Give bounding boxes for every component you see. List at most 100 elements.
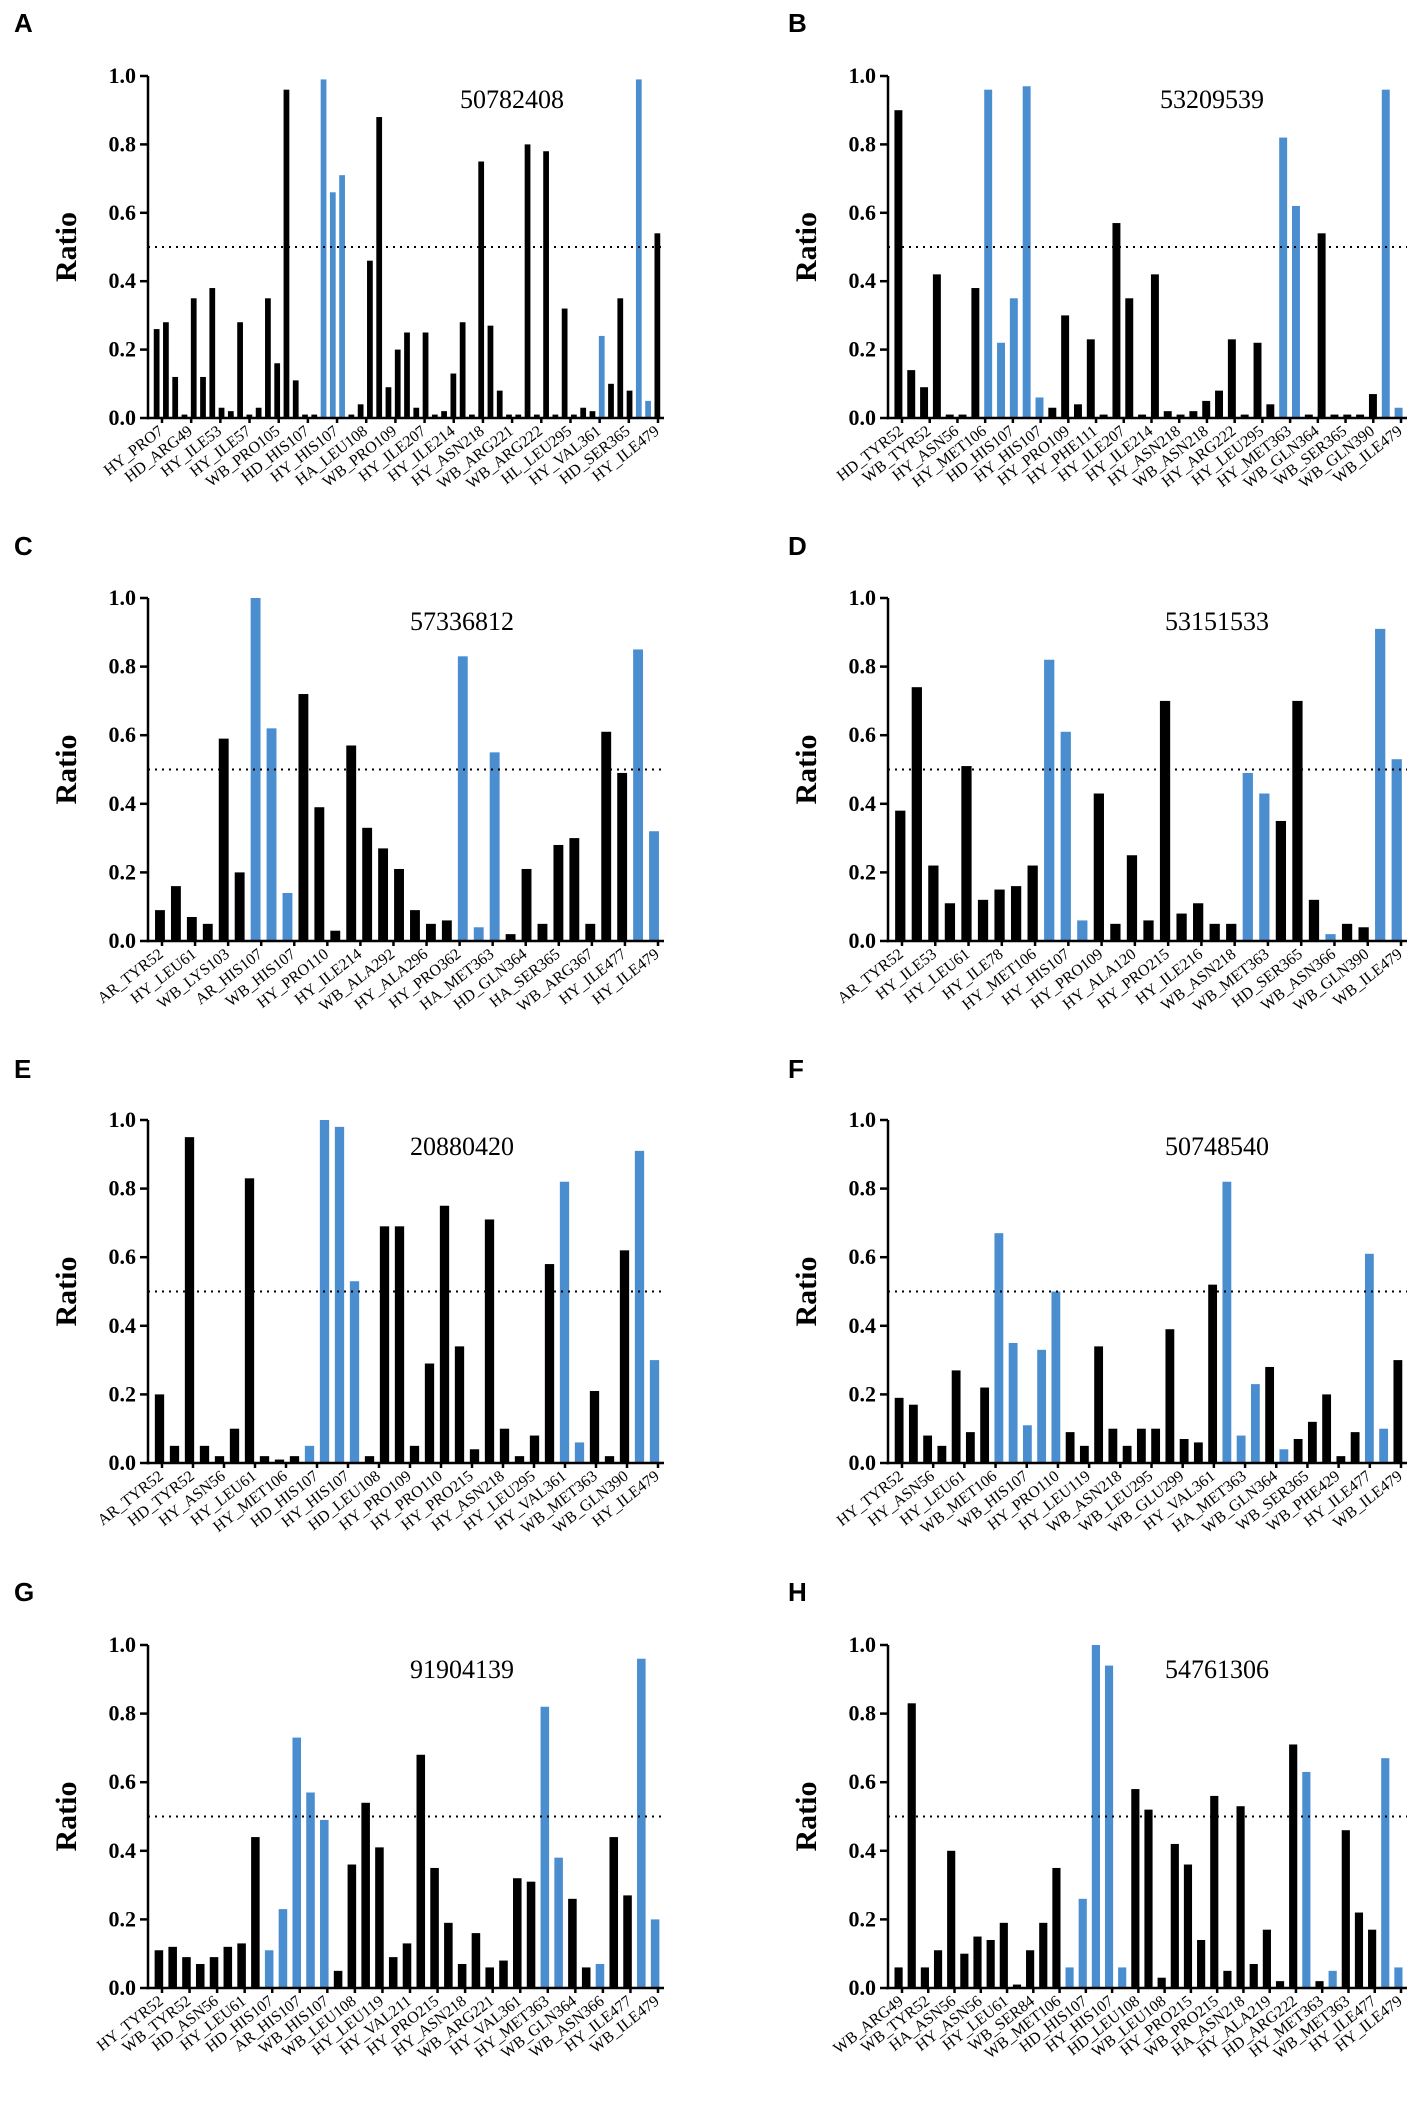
bar [1051,1291,1061,1463]
bar [619,1250,630,1463]
bar [362,827,373,941]
bar [1122,1445,1132,1463]
panel-letter: E [14,1054,31,1084]
bar [1364,1253,1374,1463]
bar [928,865,939,941]
bar [1143,920,1154,941]
y-tick-label: 1.0 [109,63,137,88]
bar [304,1445,315,1463]
bar [1307,1421,1317,1463]
bar [513,1878,522,1988]
bar [1279,137,1288,418]
bar [1343,414,1352,418]
bar [945,414,954,418]
bar [1253,342,1262,418]
bar [1044,659,1055,941]
bar [635,79,642,419]
panel-letter: F [788,1054,804,1084]
bar [559,1181,570,1463]
bar [561,308,568,418]
bar [478,161,485,418]
y-tick-label: 1.0 [849,63,877,88]
bar [1118,1967,1127,1988]
bar [154,1394,165,1463]
bar [1077,920,1088,941]
bar [444,1922,453,1988]
bar [339,175,345,418]
bar [971,288,980,418]
bar [623,1895,632,1988]
bar [1375,628,1386,941]
bar [1189,411,1198,418]
bar [1193,1442,1203,1463]
bar [965,1432,975,1463]
y-tick-label: 0.6 [849,1244,877,1269]
bar [1159,700,1171,941]
bar [1358,927,1369,941]
bar [1322,1394,1332,1463]
y-tick-label: 0.4 [109,791,137,816]
bar [1073,404,1082,418]
y-axis-label: Ratio [790,212,823,282]
bar [1292,205,1300,418]
y-tick-label: 0.6 [849,200,877,225]
bar [485,1967,494,1988]
bar [1008,1342,1018,1463]
y-tick-label: 0.6 [849,1769,877,1794]
bar [537,923,548,941]
bar [1350,1432,1360,1463]
bar [169,1445,180,1463]
bar [1226,923,1237,941]
panel-letter: H [788,1577,807,1607]
bar [1341,1830,1350,1988]
bar [649,1360,660,1463]
bar [604,1456,615,1463]
bar [181,414,188,418]
bar [190,298,197,418]
bar [1236,1435,1246,1463]
y-tick-label: 1.0 [849,1632,877,1657]
bar [454,1346,465,1463]
bar [209,288,216,418]
bar [1104,1665,1114,1988]
bar [274,1459,285,1463]
bar [329,192,336,418]
bar [1242,772,1253,941]
bar [1144,1809,1153,1988]
bar [357,404,364,418]
bar [589,1390,600,1463]
y-tick-label: 0.2 [109,1906,137,1931]
bar [289,1456,300,1463]
bar [496,390,503,418]
panel-letter: G [14,1577,34,1607]
bar [994,889,1005,941]
bar [202,923,213,941]
bar [1381,1758,1390,1988]
bar [471,1933,481,1988]
bar [626,390,633,418]
bar [932,274,941,418]
y-tick-label: 0.0 [849,1450,877,1475]
bar [1289,1744,1298,1988]
bar [1304,414,1313,418]
compound-id-label: 53209539 [1160,85,1264,114]
bar [1052,1867,1061,1988]
panel-letter: A [14,8,33,38]
bar [1279,1449,1289,1463]
bar [569,838,580,941]
bar [994,1233,1004,1463]
bar [960,1953,969,1988]
y-tick-label: 0.4 [109,268,137,293]
bar [980,1387,990,1463]
bar [907,1703,916,1988]
y-axis-label: Ratio [790,1782,823,1852]
y-tick-label: 0.8 [849,654,877,679]
bar [320,1819,329,1988]
bar [911,687,922,941]
y-axis-label: Ratio [50,1782,83,1852]
y-tick-label: 0.6 [109,200,137,225]
bar [1026,1950,1035,1988]
bar [601,731,612,941]
chart-panel-d: DRatio0.00.20.40.60.81.0AR_TYR52HY_ILE53… [788,531,1407,1015]
bar [571,414,577,418]
